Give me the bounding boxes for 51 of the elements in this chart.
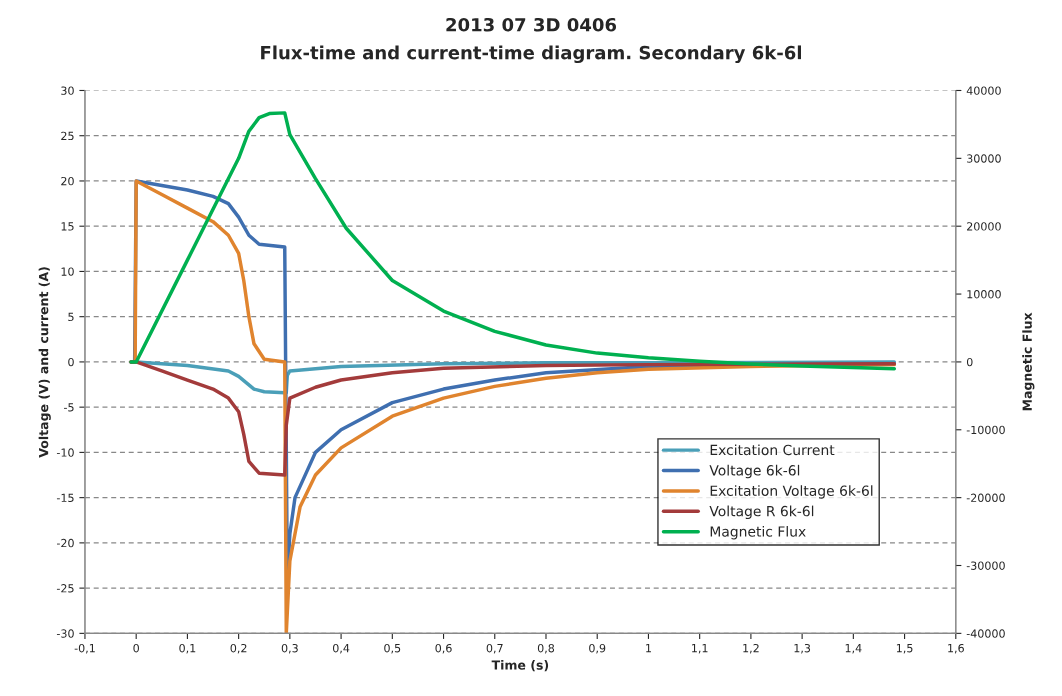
y-tick-label: 5 bbox=[68, 312, 74, 322]
y-tick-label: -15 bbox=[56, 493, 74, 503]
x-tick-label: 0,7 bbox=[486, 643, 503, 654]
x-tick-label: 1,3 bbox=[794, 643, 811, 654]
y2-tick-label: 0 bbox=[966, 357, 973, 367]
x-tick-label: 0,8 bbox=[537, 643, 555, 654]
y2-tick-label: 40000 bbox=[966, 86, 1001, 95]
legend-label: Excitation Voltage 6k-6l bbox=[710, 485, 873, 499]
chart-title: 2013 07 3D 0406 bbox=[446, 17, 617, 32]
line-series bbox=[129, 111, 897, 371]
y-tick-label: -5 bbox=[64, 403, 74, 412]
y-tick-label: -25 bbox=[56, 584, 74, 593]
y2-tick-label: -40000 bbox=[966, 629, 1005, 638]
legend-label: Excitation Current bbox=[710, 444, 835, 456]
legend-label: Magnetic Flux bbox=[710, 525, 806, 540]
y-tick-label: 30 bbox=[61, 86, 74, 95]
x-tick-label: 0,1 bbox=[179, 643, 196, 654]
y-tick-label: 10 bbox=[61, 267, 74, 276]
x-tick-label: 0,6 bbox=[435, 643, 452, 654]
x-tick-label: -0,1 bbox=[74, 643, 95, 654]
legend-label: Voltage 6k-6l bbox=[709, 464, 800, 479]
x-tick-label: 1,5 bbox=[896, 644, 913, 654]
y-axis-title: Voltage (V) and current (A) bbox=[38, 267, 51, 458]
x-tick-label: 1,4 bbox=[845, 644, 862, 654]
y2-tick-label: 20000 bbox=[967, 222, 1001, 231]
x-tick-label: 0,9 bbox=[589, 643, 606, 654]
x-tick-label: 0,4 bbox=[332, 643, 350, 654]
y2-tick-label: 10000 bbox=[967, 290, 1001, 299]
y-tick-label: 0 bbox=[68, 357, 74, 367]
y2-tick-label: -20000 bbox=[966, 493, 1005, 503]
x-tick-label: 1,1 bbox=[692, 644, 708, 654]
legend-label: Voltage R 6k-6l bbox=[709, 505, 814, 520]
y-tick-label: -30 bbox=[56, 629, 74, 638]
x-tick-label: 1,6 bbox=[948, 643, 964, 654]
y-tick-label: -20 bbox=[56, 538, 74, 548]
y-tick-label: 20 bbox=[61, 176, 74, 186]
x-tick-label: 0 bbox=[133, 643, 139, 653]
y-tick-label: 15 bbox=[61, 222, 74, 231]
x-tick-label: 0,2 bbox=[230, 643, 247, 654]
x-axis-title: Time (s) bbox=[491, 660, 549, 672]
x-tick-label: 0,3 bbox=[281, 643, 298, 654]
chart-subtitle: Flux-time and current-time diagram. Secondary 6k-6l bbox=[261, 45, 802, 64]
y-tick-label: 25 bbox=[61, 131, 74, 141]
y2-tick-label: -30000 bbox=[966, 561, 1005, 570]
y2-tick-label: 30000 bbox=[967, 154, 1001, 163]
x-tick-label: 1 bbox=[646, 644, 651, 653]
y2-axis-title: Magnetic Flux bbox=[1022, 312, 1035, 411]
y2-tick-label: -10000 bbox=[966, 425, 1005, 435]
y-tick-label: -10 bbox=[56, 448, 74, 457]
x-tick-label: 1,2 bbox=[743, 643, 759, 654]
x-tick-label: 0,5 bbox=[384, 643, 401, 654]
